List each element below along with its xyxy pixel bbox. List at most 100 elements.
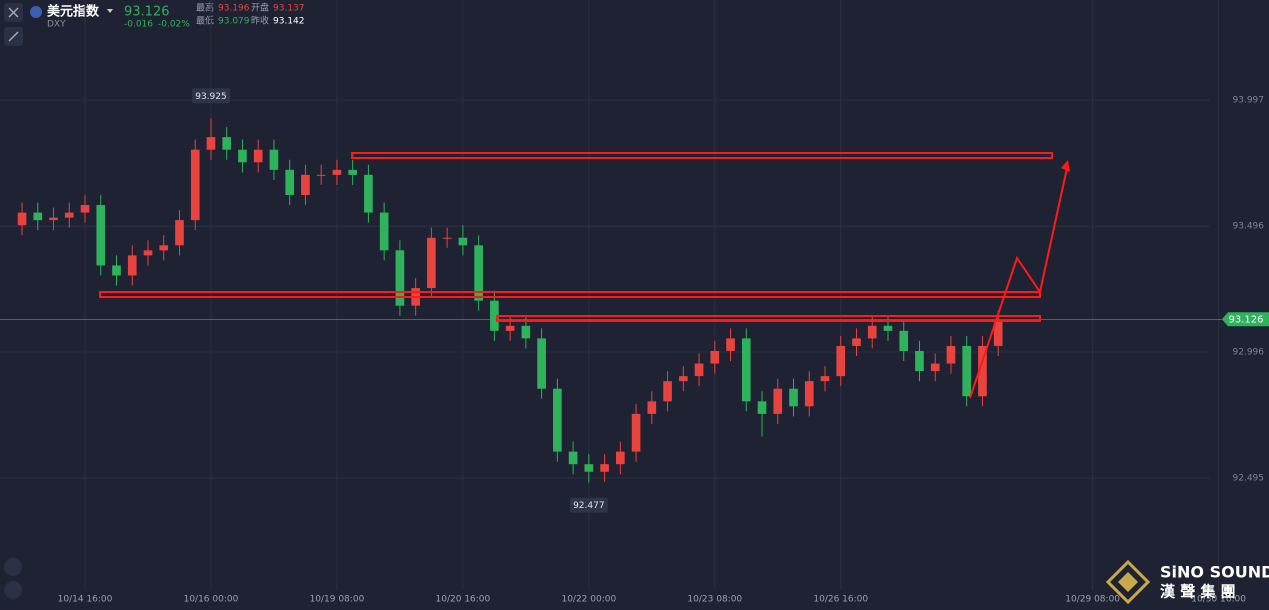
y-tick-label: 93.496 bbox=[1233, 222, 1265, 232]
candle-body bbox=[96, 205, 106, 266]
candle-body bbox=[962, 345, 972, 397]
low-callout bbox=[569, 497, 608, 513]
candle-body bbox=[190, 149, 200, 221]
stat-label: 最低 bbox=[196, 15, 214, 27]
candle-body bbox=[899, 330, 909, 351]
brand-chinese: 漢 聲 集 團 bbox=[1160, 583, 1236, 601]
x-tick-label: 10/16 00:00 bbox=[184, 595, 239, 605]
candle-body bbox=[741, 338, 751, 402]
candle-body bbox=[33, 212, 43, 221]
candle-body bbox=[663, 381, 672, 402]
candle-body bbox=[836, 345, 846, 377]
x-tick-label: 10/30 16:00 bbox=[1191, 595, 1246, 605]
candle-body bbox=[616, 451, 625, 465]
candle-body bbox=[978, 345, 987, 397]
dropdown-arrow[interactable] bbox=[107, 9, 113, 13]
stat-label: 最高 bbox=[196, 2, 214, 14]
x-tick-label: 10/19 08:00 bbox=[310, 595, 365, 605]
candle-body bbox=[17, 212, 27, 226]
candle-body bbox=[946, 345, 956, 364]
candle-body bbox=[458, 237, 468, 246]
candle-body bbox=[80, 205, 90, 213]
candle-body bbox=[694, 363, 704, 377]
candle-body bbox=[49, 217, 58, 221]
candle-body bbox=[175, 220, 184, 246]
logo-mark bbox=[1105, 559, 1151, 605]
candle-body bbox=[505, 325, 515, 331]
annotation-box bbox=[496, 315, 1041, 322]
candle-body bbox=[631, 413, 641, 452]
last-price: 93.126 bbox=[124, 5, 170, 20]
candle-body bbox=[474, 245, 483, 301]
annotation-box bbox=[99, 291, 1041, 298]
candle-body bbox=[773, 388, 783, 414]
x-tick-label: 10/23 08:00 bbox=[687, 595, 742, 605]
arrow-head bbox=[1061, 160, 1070, 172]
candle-body bbox=[206, 137, 216, 150]
candle-body bbox=[710, 350, 720, 364]
candle-body bbox=[316, 174, 326, 176]
candle-body bbox=[112, 265, 121, 276]
change: -0.016 bbox=[124, 20, 153, 30]
stat-label: 开盘 bbox=[251, 2, 269, 14]
candle-body bbox=[379, 212, 389, 251]
candle-body bbox=[222, 137, 232, 150]
candle-body bbox=[553, 388, 562, 452]
candle-body bbox=[285, 169, 295, 195]
candle-body bbox=[127, 255, 137, 276]
candle-body bbox=[332, 169, 342, 175]
candle-body bbox=[568, 451, 578, 465]
candle-body bbox=[584, 464, 594, 472]
candle-body bbox=[427, 237, 436, 289]
pencil-button[interactable] bbox=[4, 581, 22, 599]
candle-body bbox=[143, 250, 153, 256]
x-tick-label: 10/22 00:00 bbox=[561, 595, 616, 605]
y-tick-label: 92.996 bbox=[1233, 347, 1265, 357]
stat-value: 93.137 bbox=[273, 4, 305, 14]
last-price-tag-label: 93.126 bbox=[1229, 314, 1264, 325]
high-callout bbox=[191, 88, 230, 104]
candle-body bbox=[395, 250, 405, 306]
candle-body bbox=[442, 237, 452, 239]
close-icon bbox=[8, 7, 19, 18]
flag-icon bbox=[30, 6, 42, 18]
candle-body bbox=[757, 401, 767, 414]
low-label: 92.477 bbox=[573, 501, 605, 511]
logo-mark bbox=[1118, 572, 1138, 592]
candle-body bbox=[726, 338, 735, 351]
candle-body bbox=[867, 325, 877, 339]
candle-body bbox=[647, 401, 657, 414]
candle-body bbox=[852, 338, 861, 346]
change-pct: -0.02% bbox=[158, 20, 190, 30]
candle-body bbox=[537, 338, 546, 389]
last-price-tag bbox=[1222, 312, 1269, 327]
candle-body bbox=[600, 464, 609, 472]
candle-body bbox=[301, 174, 310, 195]
high-label: 93.925 bbox=[195, 92, 227, 102]
candle-body bbox=[804, 381, 814, 407]
candle-body bbox=[269, 149, 279, 170]
candle-body bbox=[364, 174, 373, 213]
candle-body bbox=[159, 245, 169, 251]
stat-label: 昨收 bbox=[251, 15, 269, 27]
candle-body bbox=[789, 388, 798, 407]
x-tick-label: 10/26 16:00 bbox=[813, 595, 868, 605]
tool-button[interactable] bbox=[4, 558, 22, 576]
annotation-arrow bbox=[969, 167, 1068, 399]
y-tick-label: 93.997 bbox=[1233, 96, 1265, 106]
instrument-name: 美元指数 bbox=[47, 4, 100, 20]
stat-value: 93.142 bbox=[273, 17, 305, 27]
y-tick-label: 92.495 bbox=[1233, 474, 1265, 484]
draw-icon bbox=[8, 31, 19, 42]
brand: SiNO SOUND bbox=[1160, 563, 1269, 582]
candle-body bbox=[64, 212, 74, 218]
candle-body bbox=[883, 325, 893, 331]
annotation-box bbox=[351, 152, 1053, 159]
candle-body bbox=[993, 320, 1003, 346]
candle-body bbox=[253, 149, 263, 163]
candle-body bbox=[348, 169, 358, 175]
candle-body bbox=[820, 376, 830, 382]
stat-value: 93.196 bbox=[218, 4, 250, 14]
